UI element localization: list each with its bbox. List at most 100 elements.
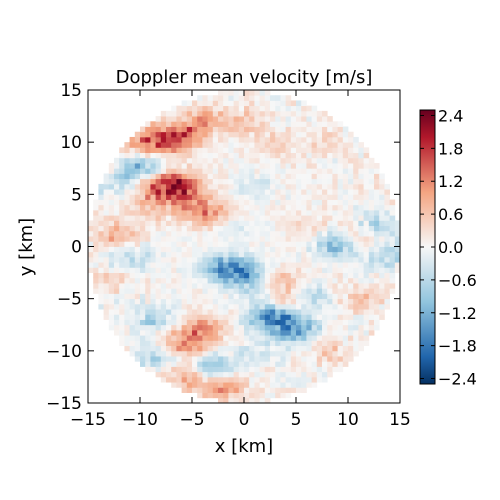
heatmap-cell: [228, 100, 234, 107]
heatmap-cell: [176, 324, 182, 331]
heatmap-cell: [166, 356, 172, 362]
heatmap-cell: [374, 314, 380, 320]
heatmap-cell: [280, 131, 286, 138]
heatmap-cell: [186, 147, 193, 153]
heatmap-cell: [176, 209, 182, 216]
heatmap-cell: [280, 157, 286, 164]
heatmap-cell: [192, 329, 198, 336]
heatmap-cell: [249, 209, 255, 216]
heatmap-cell: [114, 251, 120, 258]
heatmap-cell: [181, 309, 188, 315]
heatmap-cell: [275, 121, 281, 127]
heatmap-cell: [202, 267, 208, 273]
heatmap-cell: [134, 309, 141, 315]
heatmap-cell: [207, 142, 214, 148]
heatmap-cell: [150, 220, 156, 227]
heatmap-cell: [228, 277, 234, 284]
heatmap-cell: [176, 215, 182, 221]
heatmap-cell: [207, 277, 214, 284]
heatmap-cell: [259, 105, 266, 112]
heatmap-cell: [181, 361, 188, 367]
heatmap-cell: [285, 178, 292, 185]
heatmap-cell: [275, 267, 281, 273]
heatmap-cell: [171, 283, 177, 289]
heatmap-cell: [212, 157, 219, 164]
heatmap-cell: [176, 293, 182, 300]
heatmap-cell: [119, 147, 125, 153]
heatmap-cell: [166, 283, 172, 289]
heatmap-cell: [124, 189, 130, 195]
heatmap-cell: [316, 136, 323, 143]
heatmap-cell: [171, 173, 177, 180]
heatmap-cell: [394, 241, 401, 247]
heatmap-cell: [275, 272, 281, 279]
heatmap-cell: [301, 329, 307, 336]
heatmap-cell: [192, 319, 198, 326]
heatmap-cell: [264, 293, 271, 300]
heatmap-cell: [363, 189, 370, 195]
heatmap-cell: [342, 277, 349, 284]
heatmap-cell: [212, 168, 219, 174]
heatmap-cell: [124, 209, 130, 216]
heatmap-cell: [108, 283, 115, 289]
heatmap-cell: [233, 178, 240, 185]
heatmap-cell: [374, 277, 380, 284]
heatmap-cell: [171, 209, 177, 216]
heatmap-cell: [150, 173, 156, 180]
heatmap-cell: [114, 309, 120, 315]
heatmap-cell: [348, 324, 354, 331]
heatmap-cell: [186, 157, 193, 164]
heatmap-cell: [218, 173, 224, 180]
heatmap-cell: [264, 298, 271, 305]
heatmap-cell: [374, 220, 380, 227]
heatmap-cell: [244, 105, 250, 112]
heatmap-cell: [337, 345, 344, 352]
heatmap-cell: [285, 303, 292, 310]
heatmap-cell: [197, 382, 203, 388]
heatmap-cell: [238, 209, 245, 216]
heatmap-cell: [290, 183, 297, 190]
heatmap-cell: [171, 116, 177, 122]
heatmap-cell: [197, 314, 203, 320]
heatmap-cell: [290, 366, 297, 373]
heatmap-cell: [264, 314, 271, 320]
heatmap-cell: [327, 116, 333, 122]
heatmap-cell: [275, 356, 281, 362]
heatmap-cell: [129, 293, 136, 300]
heatmap-cell: [171, 110, 177, 117]
heatmap-cell: [134, 283, 141, 289]
heatmap-cell: [150, 241, 156, 247]
heatmap-cell: [212, 267, 219, 273]
heatmap-cell: [249, 267, 255, 273]
heatmap-cell: [207, 215, 214, 221]
heatmap-cell: [233, 340, 240, 347]
heatmap-cell: [212, 376, 219, 383]
heatmap-cell: [379, 215, 385, 221]
heatmap-cell: [296, 350, 302, 357]
heatmap-cell: [233, 199, 240, 206]
heatmap-cell: [254, 262, 260, 268]
heatmap-cell: [129, 183, 136, 190]
heatmap-cell: [316, 314, 323, 320]
heatmap-cell: [103, 236, 110, 242]
heatmap-cell: [238, 303, 245, 310]
heatmap-cell: [384, 283, 390, 289]
heatmap-cell: [280, 199, 286, 206]
heatmap-cell: [93, 272, 99, 279]
heatmap-cell: [353, 267, 359, 273]
heatmap-cell: [290, 173, 297, 180]
heatmap-cell: [270, 142, 276, 148]
heatmap-cell: [296, 183, 302, 190]
heatmap-cell: [192, 251, 198, 258]
heatmap-cell: [140, 136, 146, 143]
heatmap-cell: [374, 183, 380, 190]
heatmap-cell: [207, 335, 214, 341]
heatmap-cell: [290, 142, 297, 148]
heatmap-cell: [218, 131, 224, 138]
heatmap-cell: [218, 361, 224, 367]
heatmap-cell: [332, 136, 338, 143]
heatmap-cell: [306, 366, 312, 373]
heatmap-cell: [171, 251, 177, 258]
heatmap-cell: [176, 262, 182, 268]
heatmap-cell: [290, 356, 297, 362]
